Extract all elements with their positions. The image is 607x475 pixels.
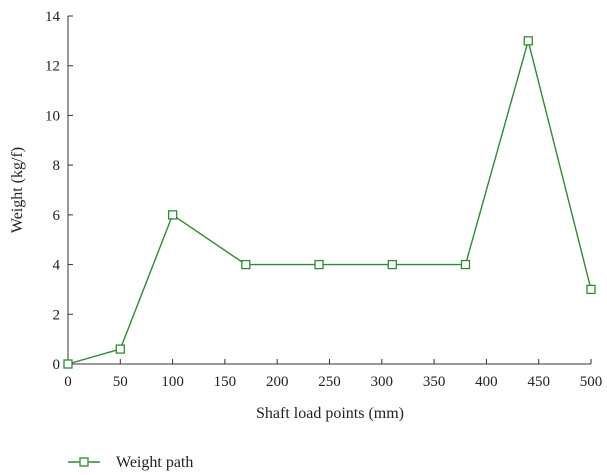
x-tick-label: 450 — [527, 374, 550, 390]
legend-marker — [79, 457, 89, 467]
legend-label: Weight path — [116, 454, 193, 471]
legend: Weight path — [68, 454, 193, 471]
y-tick-label: 0 — [53, 357, 61, 373]
data-point — [523, 36, 533, 46]
x-tick-label: 200 — [266, 374, 289, 390]
data-point — [241, 259, 251, 270]
x-tick-label: 0 — [64, 374, 72, 390]
x-tick-label: 300 — [371, 374, 394, 390]
data-point — [387, 259, 397, 270]
y-tick-label: 14 — [45, 9, 61, 25]
y-tick-label: 6 — [53, 208, 61, 224]
y-axis-title: Weight (kg/f) — [9, 147, 26, 233]
data-point — [115, 344, 125, 354]
data-point — [63, 359, 73, 369]
data-point — [314, 259, 324, 270]
y-tick-label: 8 — [53, 158, 61, 174]
y-tick-label: 2 — [53, 307, 61, 323]
y-tick-label: 10 — [45, 108, 60, 124]
series — [63, 36, 596, 369]
y-tick-label: 12 — [45, 59, 60, 75]
data-point — [167, 210, 178, 220]
x-tick-label: 350 — [423, 374, 446, 390]
axes — [67, 16, 591, 365]
x-tick-label: 500 — [580, 374, 603, 390]
y-tick-label: 4 — [53, 258, 61, 274]
x-axis-title: Shaft load points (mm) — [256, 405, 404, 422]
x-tick-label: 250 — [318, 374, 341, 390]
x-tick-label: 50 — [113, 374, 128, 390]
series-line — [67, 38, 592, 365]
data-point — [586, 284, 596, 295]
x-tick-label: 100 — [161, 374, 184, 390]
x-tick-label: 150 — [214, 374, 237, 390]
x-tick-label: 400 — [475, 374, 498, 390]
data-point — [460, 259, 471, 270]
ticks: 0 50 100 150 200 250 300 350 400 450 500 0 2 4 6 8 10 12 1… — [45, 9, 602, 390]
